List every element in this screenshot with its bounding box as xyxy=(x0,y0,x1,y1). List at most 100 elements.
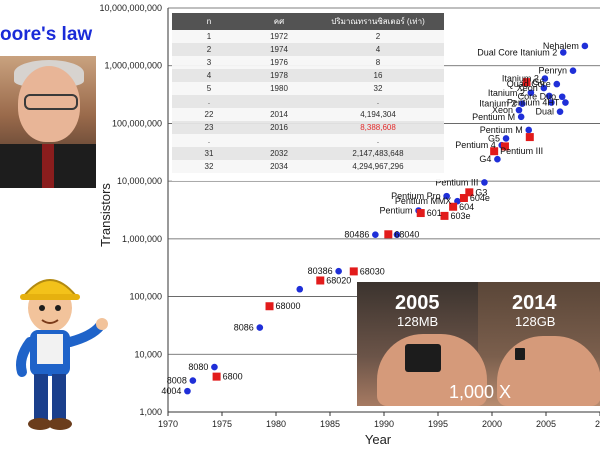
microsd-comparison-photo: 2005 128MB 2014 128GB 1,000 X xyxy=(357,282,600,406)
cell-count: 8 xyxy=(312,56,444,69)
cell-count: 16 xyxy=(312,69,444,82)
data-point-motorola xyxy=(465,188,474,197)
header-year: คศ xyxy=(246,13,312,30)
cell-n: 22 xyxy=(172,108,246,121)
data-point-intel xyxy=(518,100,526,107)
data-label: 68030 xyxy=(360,266,385,276)
data-point-motorola xyxy=(265,302,274,311)
x-tick-label: 1985 xyxy=(320,419,340,429)
photo-year-left: 2005 xyxy=(395,292,440,314)
data-point-intel xyxy=(515,106,523,114)
x-tick-label: 2000 xyxy=(482,419,502,429)
data-point-motorola xyxy=(500,142,509,151)
data-point-intel xyxy=(525,126,533,134)
y-axis-label: Transistors xyxy=(98,183,113,247)
cell-count: 4 xyxy=(312,43,444,56)
table-row: . . xyxy=(172,95,444,108)
microsd-card-2005 xyxy=(405,344,441,372)
cell-n: 1 xyxy=(172,30,246,43)
photo-factor: 1,000 X xyxy=(449,382,512,402)
y-tick-label: 10,000,000,000 xyxy=(99,3,162,13)
photo-year-right: 2014 xyxy=(512,292,557,314)
y-tick-label: 1,000,000,000 xyxy=(104,61,162,71)
cell-year xyxy=(246,134,312,147)
data-point-intel xyxy=(189,377,197,384)
x-tick-label: 1975 xyxy=(212,419,232,429)
cell-year: 1978 xyxy=(246,69,312,82)
data-label: Core Duo xyxy=(518,92,557,102)
data-label: Itanium 2 xyxy=(479,99,516,109)
cell-year: 2014 xyxy=(246,108,312,121)
data-label: Pentium 4HT xyxy=(507,98,560,108)
data-label: 8008 xyxy=(167,376,187,386)
cell-count: . xyxy=(312,95,444,108)
data-label: G4 xyxy=(479,154,491,164)
data-label: 68000 xyxy=(276,301,301,311)
photo-capacity-left: 128MB xyxy=(397,314,439,329)
data-label: G5 xyxy=(488,133,500,143)
data-label: Pentium MMX xyxy=(395,196,452,206)
cell-year: 2032 xyxy=(246,147,312,160)
x-axis-label: Year xyxy=(365,432,392,447)
data-point-motorola xyxy=(316,276,325,285)
table-header-row: n คศ ปริมาณทรานซิสเตอร์ (เท่า) xyxy=(172,13,444,30)
x-tick-label: 1995 xyxy=(428,419,448,429)
data-label: 6800 xyxy=(223,372,243,382)
cell-year: 1972 xyxy=(246,30,312,43)
x-tick-label: 2005 xyxy=(536,419,556,429)
data-point-motorola xyxy=(349,267,358,276)
table-row: 31 2032 2,147,483,648 xyxy=(172,147,444,160)
data-point-intel xyxy=(548,99,555,106)
data-point-intel xyxy=(335,267,342,275)
data-point-intel xyxy=(558,93,566,101)
data-point-motorola xyxy=(459,194,468,203)
data-label: Pentium 4 xyxy=(455,140,496,150)
data-point-intel xyxy=(494,155,501,163)
data-label: Pentium III xyxy=(435,177,478,187)
data-label: Itanium 2 xyxy=(488,88,525,98)
growth-table: n คศ ปริมาณทรานซิสเตอร์ (เท่า) 1 1972 2 … xyxy=(172,13,444,181)
photo-capacity-right: 128GB xyxy=(515,314,556,329)
cell-n: 4 xyxy=(172,69,246,82)
data-point-intel xyxy=(562,99,569,106)
data-label: Dual xyxy=(536,107,555,117)
y-tick-label: 10,000,000 xyxy=(117,176,162,186)
data-label: 80486 xyxy=(344,230,369,240)
data-point-motorola xyxy=(384,230,393,239)
data-label: Dual Core Itanium 2 xyxy=(477,47,557,57)
x-tick-label: 1990 xyxy=(374,419,394,429)
data-label: 601 xyxy=(427,208,442,218)
worker-cartoon xyxy=(16,279,108,430)
cell-count-highlight: 8,388,608 xyxy=(312,121,444,134)
data-point-intel xyxy=(545,92,553,100)
cell-n: 3 xyxy=(172,56,246,69)
data-point-intel xyxy=(211,363,218,371)
data-label: Penryn xyxy=(538,66,567,76)
data-point-motorola xyxy=(440,211,449,220)
data-point-intel xyxy=(517,113,525,121)
data-label: Xeon xyxy=(492,105,513,115)
cell-n: 32 xyxy=(172,160,246,173)
table-row: 1 1972 2 xyxy=(172,30,444,43)
y-tick-label: 1,000,000 xyxy=(122,234,162,244)
data-label: Xeon xyxy=(517,83,538,93)
data-point-intel xyxy=(569,67,577,74)
data-label: Quad Core xyxy=(507,79,551,89)
cell-n: 5 xyxy=(172,82,246,95)
data-label: Pentium xyxy=(380,205,413,215)
data-label: 8086 xyxy=(234,323,254,333)
x-tick-label: 1980 xyxy=(266,419,286,429)
data-label: Pentium Pro xyxy=(391,191,441,201)
data-point-intel xyxy=(502,135,510,142)
y-tick-label: 100,000,000 xyxy=(112,118,162,128)
cell-n: 23 xyxy=(172,121,246,134)
data-label: G3 xyxy=(475,187,487,197)
data-label: 68040 xyxy=(394,229,419,239)
x-tick-label: 1970 xyxy=(158,419,178,429)
data-point-intel xyxy=(556,108,564,115)
data-point-intel xyxy=(256,324,264,331)
data-point-motorola xyxy=(212,372,221,381)
data-point-intel xyxy=(372,231,379,239)
data-point-motorola xyxy=(449,202,458,211)
table-row: 32 2034 4,294,967,296 xyxy=(172,160,444,173)
